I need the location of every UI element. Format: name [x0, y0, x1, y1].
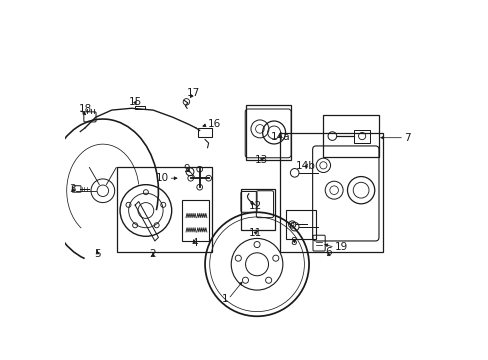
Text: 15: 15: [128, 97, 142, 107]
Text: 18: 18: [79, 104, 92, 114]
Text: 14b: 14b: [296, 161, 315, 171]
Bar: [117, 167, 212, 252]
Text: 3: 3: [69, 184, 76, 194]
Text: 4: 4: [191, 238, 198, 248]
Text: 14a: 14a: [270, 132, 289, 142]
Text: 19: 19: [334, 242, 347, 252]
Text: 11: 11: [248, 228, 262, 238]
Bar: [182, 200, 208, 241]
Bar: [198, 128, 211, 137]
Text: 17: 17: [186, 88, 200, 98]
Text: 5: 5: [94, 248, 101, 258]
Bar: [280, 134, 382, 252]
Bar: [353, 130, 369, 143]
Text: 8: 8: [289, 237, 296, 247]
Text: 9: 9: [183, 163, 189, 174]
Text: 12: 12: [248, 201, 262, 211]
Text: 2: 2: [149, 248, 156, 258]
Bar: [241, 189, 274, 230]
Bar: [323, 116, 378, 157]
Text: 1: 1: [221, 294, 228, 304]
Text: 7: 7: [403, 133, 410, 143]
Text: 10: 10: [155, 173, 168, 183]
Text: 16: 16: [207, 120, 221, 129]
Bar: [135, 106, 145, 109]
Text: 13: 13: [255, 154, 268, 165]
Bar: [246, 105, 290, 160]
Text: 6: 6: [325, 247, 331, 257]
Bar: [285, 210, 316, 239]
